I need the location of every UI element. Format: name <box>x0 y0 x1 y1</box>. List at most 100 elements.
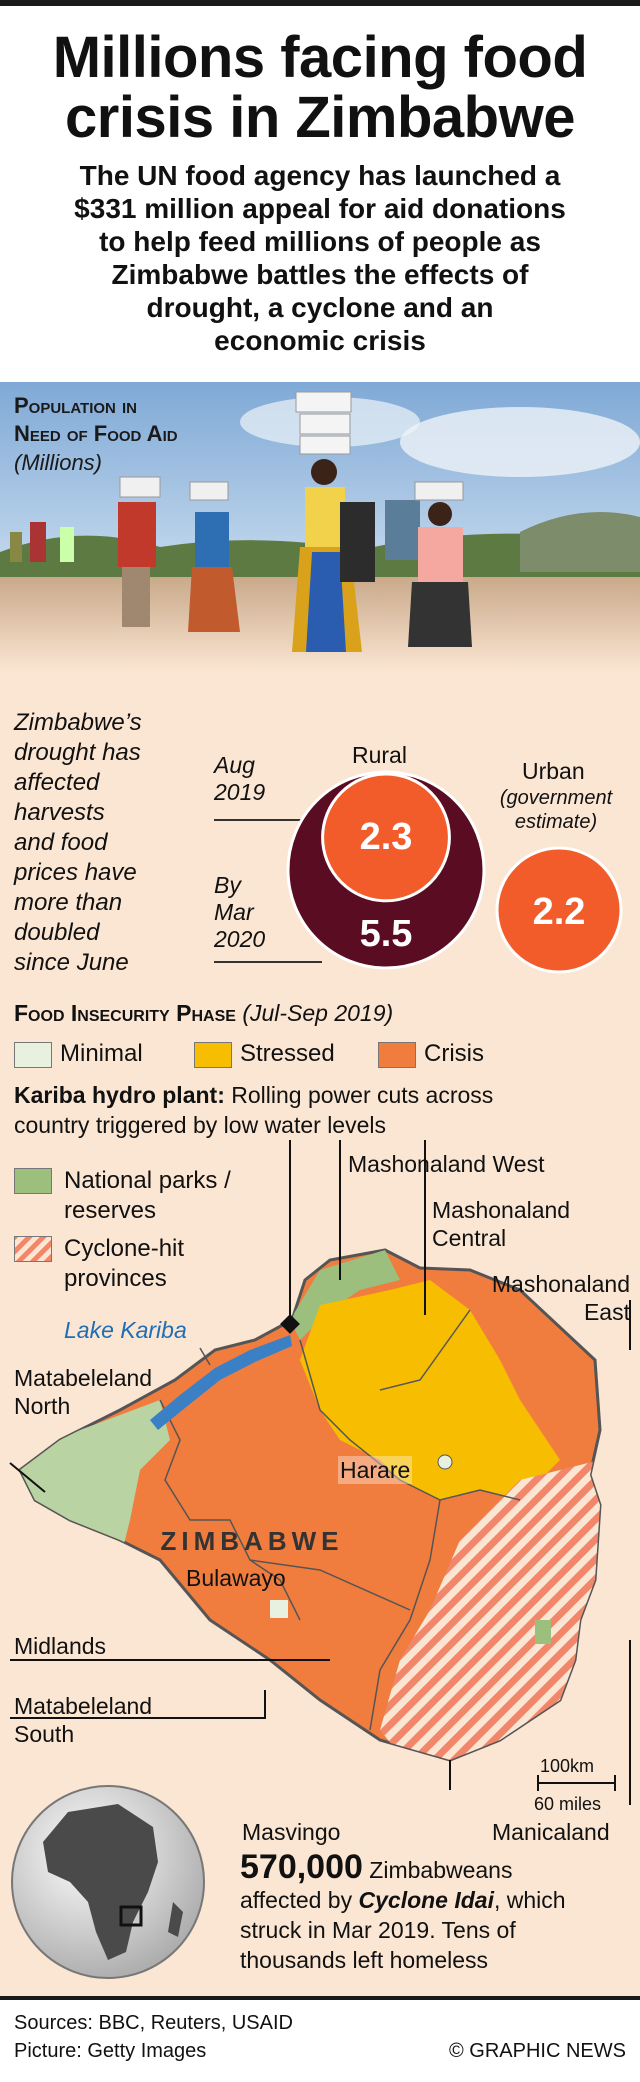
kariba-note: Kariba hydro plant: Rolling power cuts a… <box>14 1080 614 1140</box>
kariba-text-1: Rolling power cuts across <box>224 1082 494 1108</box>
cyclone-line-1-rest: Zimbabweans <box>362 1857 513 1883</box>
subtitle-line: drought, a cyclone and an <box>146 292 494 323</box>
aug-label-line-2: 2019 <box>214 779 266 805</box>
label-lake-kariba: Lake Kariba <box>64 1317 187 1343</box>
cyclone-name: Cyclone Idai <box>358 1887 494 1913</box>
subtitle-line: to help feed millions of people as <box>99 226 541 257</box>
photo-women-carrying-food-aid <box>0 382 640 672</box>
urban-sub-line-1: (government <box>499 787 613 809</box>
label-mashonaland-central-2: Central <box>432 1225 507 1251</box>
phase-title-text: Food Insecurity Phase <box>14 1000 236 1026</box>
swatch-stressed <box>194 1042 232 1068</box>
population-title-line-1: Population in <box>14 393 138 418</box>
scale-miles: 60 miles <box>534 1794 602 1814</box>
drought-line: since June <box>14 949 129 976</box>
swatch-parks <box>14 1168 52 1194</box>
footer: Sources: BBC, Reuters, USAID Picture: Ge… <box>0 1996 640 2082</box>
legend-cyclone: Cyclone-hit provinces <box>64 1234 184 1294</box>
rural-aug-value: 2.3 <box>360 816 413 858</box>
legend-cyclone-line-1: Cyclone-hit <box>64 1235 185 1262</box>
label-harare: Harare <box>338 1456 413 1484</box>
page-title: Millions facing food crisis in Zimbabwe <box>0 28 640 148</box>
drought-note: Zimbabwe’s drought has affected harvests… <box>14 708 184 978</box>
population-units: (Millions) <box>14 450 102 475</box>
graphic-news-credit: © GRAPHIC NEWS <box>449 2040 626 2062</box>
region-leader-lines <box>9 1140 631 1805</box>
label-mashonaland-central: Mashonaland Central <box>432 1196 570 1252</box>
scale-km: 100km <box>540 1756 595 1776</box>
rural-label: Rural <box>352 742 407 768</box>
lake-kariba <box>150 1335 292 1430</box>
drought-line: and food <box>14 829 108 856</box>
cyclone-line-3: struck in Mar 2019. Tens of <box>240 1917 516 1943</box>
label-matabeleland-north-2: North <box>14 1393 71 1419</box>
header: Millions facing food crisis in Zimbabwe … <box>0 6 640 382</box>
label-mashonaland-east: Mashonaland East <box>468 1270 630 1326</box>
label-mashonaland-east-1: Mashonaland <box>491 1271 630 1297</box>
cyclone-note: 570,000 Zimbabweans affected by Cyclone … <box>240 1850 630 1975</box>
title-line-2: crisis in Zimbabwe <box>65 85 575 150</box>
drought-line: harvests <box>14 799 105 826</box>
drought-line: Zimbabwe’s <box>14 709 142 736</box>
harare-marker <box>437 1454 453 1470</box>
subtitle-line: economic crisis <box>214 325 426 356</box>
photo-illustration <box>0 382 640 672</box>
cyclone-hatch <box>380 1460 600 1760</box>
legend-parks-line-2: reserves <box>64 1197 157 1224</box>
population-title-line-2: Need of Food Aid <box>14 421 178 446</box>
kariba-bold: Kariba hydro plant: <box>14 1082 225 1108</box>
legend-parks: National parks / reserves <box>64 1166 231 1226</box>
drought-line: doubled <box>14 919 100 946</box>
legend-minimal: Minimal <box>60 1040 143 1067</box>
aug-label-line-1: Aug <box>214 752 255 778</box>
cyclone-line-2-a: affected by <box>240 1887 359 1913</box>
label-mashonaland-west: Mashonaland West <box>348 1151 545 1177</box>
sources: Sources: BBC, Reuters, USAID <box>14 2012 293 2034</box>
urban-subtitle: (government estimate) <box>496 786 616 834</box>
cyclone-line-2: affected by Cyclone Idai, which <box>240 1885 630 1915</box>
subtitle-line: The UN food agency has launched a <box>79 160 561 191</box>
bubble-urban <box>495 846 623 974</box>
rural-mar-value: 5.5 <box>360 913 413 955</box>
cyclone-number: 570,000 <box>240 1848 363 1886</box>
kariba-plant-marker <box>280 1314 300 1334</box>
label-mashonaland-central-1: Mashonaland <box>432 1197 571 1223</box>
mar-label-line-2: Mar <box>214 899 254 925</box>
cyclone-line-1: 570,000 Zimbabweans <box>240 1850 630 1885</box>
park-patch <box>270 1600 288 1618</box>
mar-label-line-1: By <box>214 872 241 898</box>
province-borders <box>159 1309 521 1731</box>
urban-sub-line-2: estimate) <box>514 811 598 833</box>
subtitle-line: Zimbabwe battles the effects of <box>111 259 529 290</box>
phase-title: Food Insecurity Phase (Jul-Sep 2019) <box>14 1000 393 1027</box>
aug-label: Aug 2019 <box>214 752 265 806</box>
park-patch <box>535 1620 551 1644</box>
country-label: ZIMBABWE <box>161 1526 344 1556</box>
label-bulawayo: Bulawayo <box>186 1565 286 1591</box>
title-line-1: Millions facing food <box>52 25 588 90</box>
zimbabwe-map: ZIMBABWE <box>9 1140 631 1805</box>
legend-cyclone-line-2: provinces <box>64 1265 167 1292</box>
subtitle-line: $331 million appeal for aid donations <box>74 193 566 224</box>
urban-label: Urban <box>522 758 585 784</box>
label-masvingo: Masvingo <box>242 1819 341 1845</box>
label-midlands: Midlands <box>14 1633 107 1659</box>
legend-parks-line-1: National parks / <box>64 1167 231 1194</box>
kariba-line-1: Kariba hydro plant: Rolling power cuts a… <box>14 1080 614 1110</box>
swatch-cyclone <box>14 1236 52 1262</box>
mar-label-line-3: 2020 <box>214 926 266 952</box>
cyclone-line-2-c: , which <box>493 1887 566 1913</box>
label-matabeleland-south: Matabeleland South <box>14 1692 152 1748</box>
label-manicaland: Manicaland <box>492 1819 610 1845</box>
drought-line: more than <box>14 889 123 916</box>
urban-value: 2.2 <box>533 891 586 933</box>
population-title: Population in Need of Food Aid <box>14 392 178 448</box>
label-matabeleland-south-1: Matabeleland <box>14 1693 153 1719</box>
drought-line: drought has <box>14 739 141 766</box>
drought-line: affected <box>14 769 100 796</box>
label-matabeleland-north: Matabeleland North <box>14 1364 152 1420</box>
picture-credit: Picture: Getty Images <box>14 2040 207 2062</box>
kariba-line-2: country triggered by low water levels <box>14 1112 386 1138</box>
label-matabeleland-north-1: Matabeleland <box>14 1365 153 1391</box>
